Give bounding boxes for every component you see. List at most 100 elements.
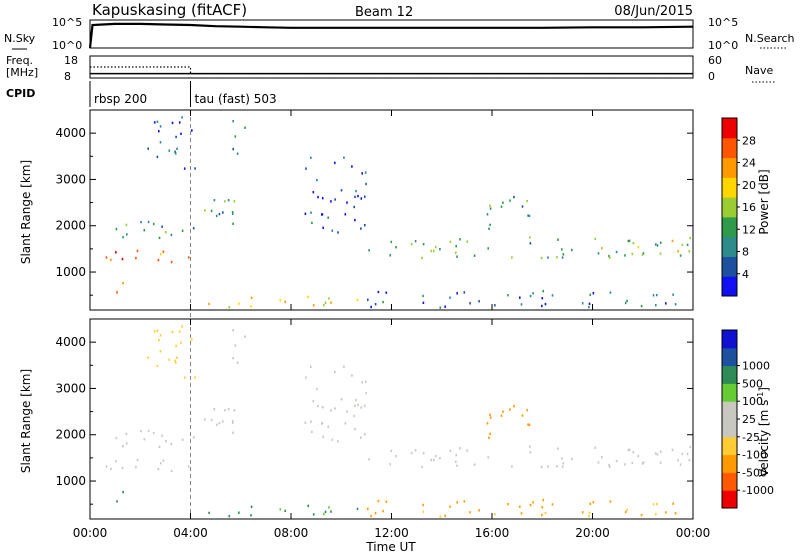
power-cell [354,195,356,199]
power-cell [659,252,662,255]
velocity-cell [364,404,366,407]
power-cell [632,242,635,245]
power-cell [674,303,677,306]
power-cell [671,239,674,243]
power-cell [316,178,318,182]
velocity-cell [327,425,329,428]
velocity-cell [677,459,679,462]
velocity-cell [382,509,384,513]
power-cell [459,238,461,241]
velocity-cell [105,465,108,468]
power-cell [489,207,492,210]
velocity-colorbar-label: Velocity [m s-1] [756,387,771,477]
nave-tick-bottom: 0 [708,70,715,83]
range-tick-label: 1000 [55,474,86,488]
power-cell [382,300,384,304]
velocity-cell [307,504,309,508]
power-cell [561,248,563,251]
velocity-cell [236,361,239,364]
velocity-cell [367,507,369,510]
velocity-cell [365,391,367,395]
power-colorbar-segment [722,197,737,218]
power-cell [631,252,634,256]
power-range-axis: 1000 2000 3000 4000 [55,126,693,296]
power-cell [478,300,480,303]
velocity-cell [110,467,112,471]
time-xlabel: Time UT [365,540,416,554]
power-cell [236,152,239,155]
power-cell [677,250,679,253]
velocity-cell [370,514,372,518]
velocity-colorbar: -1000 -500 -100 -25 25 100 500 1000 [721,329,774,509]
freq-tick-top: 18 [64,54,78,67]
power-cell [191,129,193,132]
velocity-cell [588,511,591,514]
power-cell [330,200,332,203]
power-colorbar-segment [722,137,737,159]
velocity-colorbar-segment [722,401,737,420]
velocity-cell [414,449,417,452]
power-cell [310,156,312,159]
velocity-cell [346,410,348,413]
power-cell [210,209,213,213]
velocity-cell [331,438,334,441]
power-cell [168,149,171,152]
velocity-cell [541,506,544,509]
power-cell [511,256,513,259]
power-cell [324,301,327,304]
velocity-cell [626,508,628,512]
velocity-cell [176,356,178,359]
power-cell [232,212,234,215]
power-cell [159,253,162,256]
power-colorbar-tick-label: 12 [742,223,756,236]
velocity-cell [312,400,315,403]
velocity-cell [224,409,226,412]
velocity-cell [489,413,491,416]
freq-label: Freq. [6,54,33,67]
velocity-cell [157,468,160,471]
power-cell [305,167,307,170]
power-cell [532,292,534,295]
cpid-label: CPID [6,87,35,100]
velocity-cell [210,418,213,422]
velocity-cell [463,500,466,503]
velocity-cell [488,436,490,439]
velocity-cell [624,463,626,466]
power-colorbar-tick-label: 24 [742,157,756,170]
power-colorbar-tick-label: 8 [742,246,749,259]
velocity-cell [439,515,442,518]
velocity-cell [410,451,413,455]
velocity-cell [521,414,524,417]
range-tick-label: 4000 [55,335,86,349]
velocity-cell [541,513,543,517]
power-cell [361,172,363,175]
velocity-cell [170,469,173,473]
power-cell [529,294,532,298]
velocity-cell [152,431,155,435]
power-cell [390,240,393,244]
velocity-cell [233,409,236,412]
velocity-cell [222,420,224,423]
nsky-search-line [89,24,94,49]
velocity-cell [656,502,658,506]
velocity-cell [466,449,469,452]
power-cell [312,191,315,194]
velocity-cell [194,376,196,379]
velocity-cell [159,334,162,337]
power-cell [344,213,347,216]
date-title: 08/Jun/2015 [614,4,693,19]
power-cell [487,247,489,250]
power-cell [178,121,181,124]
power-cell [626,299,628,303]
power-cell [355,189,357,193]
velocity-cell [389,463,391,466]
velocity-colorbar-segment [722,454,737,473]
velocity-cell [557,447,559,450]
velocity-cell [311,430,313,434]
velocity-cell [519,505,521,508]
power-cell [562,253,565,256]
power-cell [159,125,162,128]
velocity-cell [594,446,597,449]
velocity-cell [571,457,573,461]
velocity-cell [181,438,184,441]
